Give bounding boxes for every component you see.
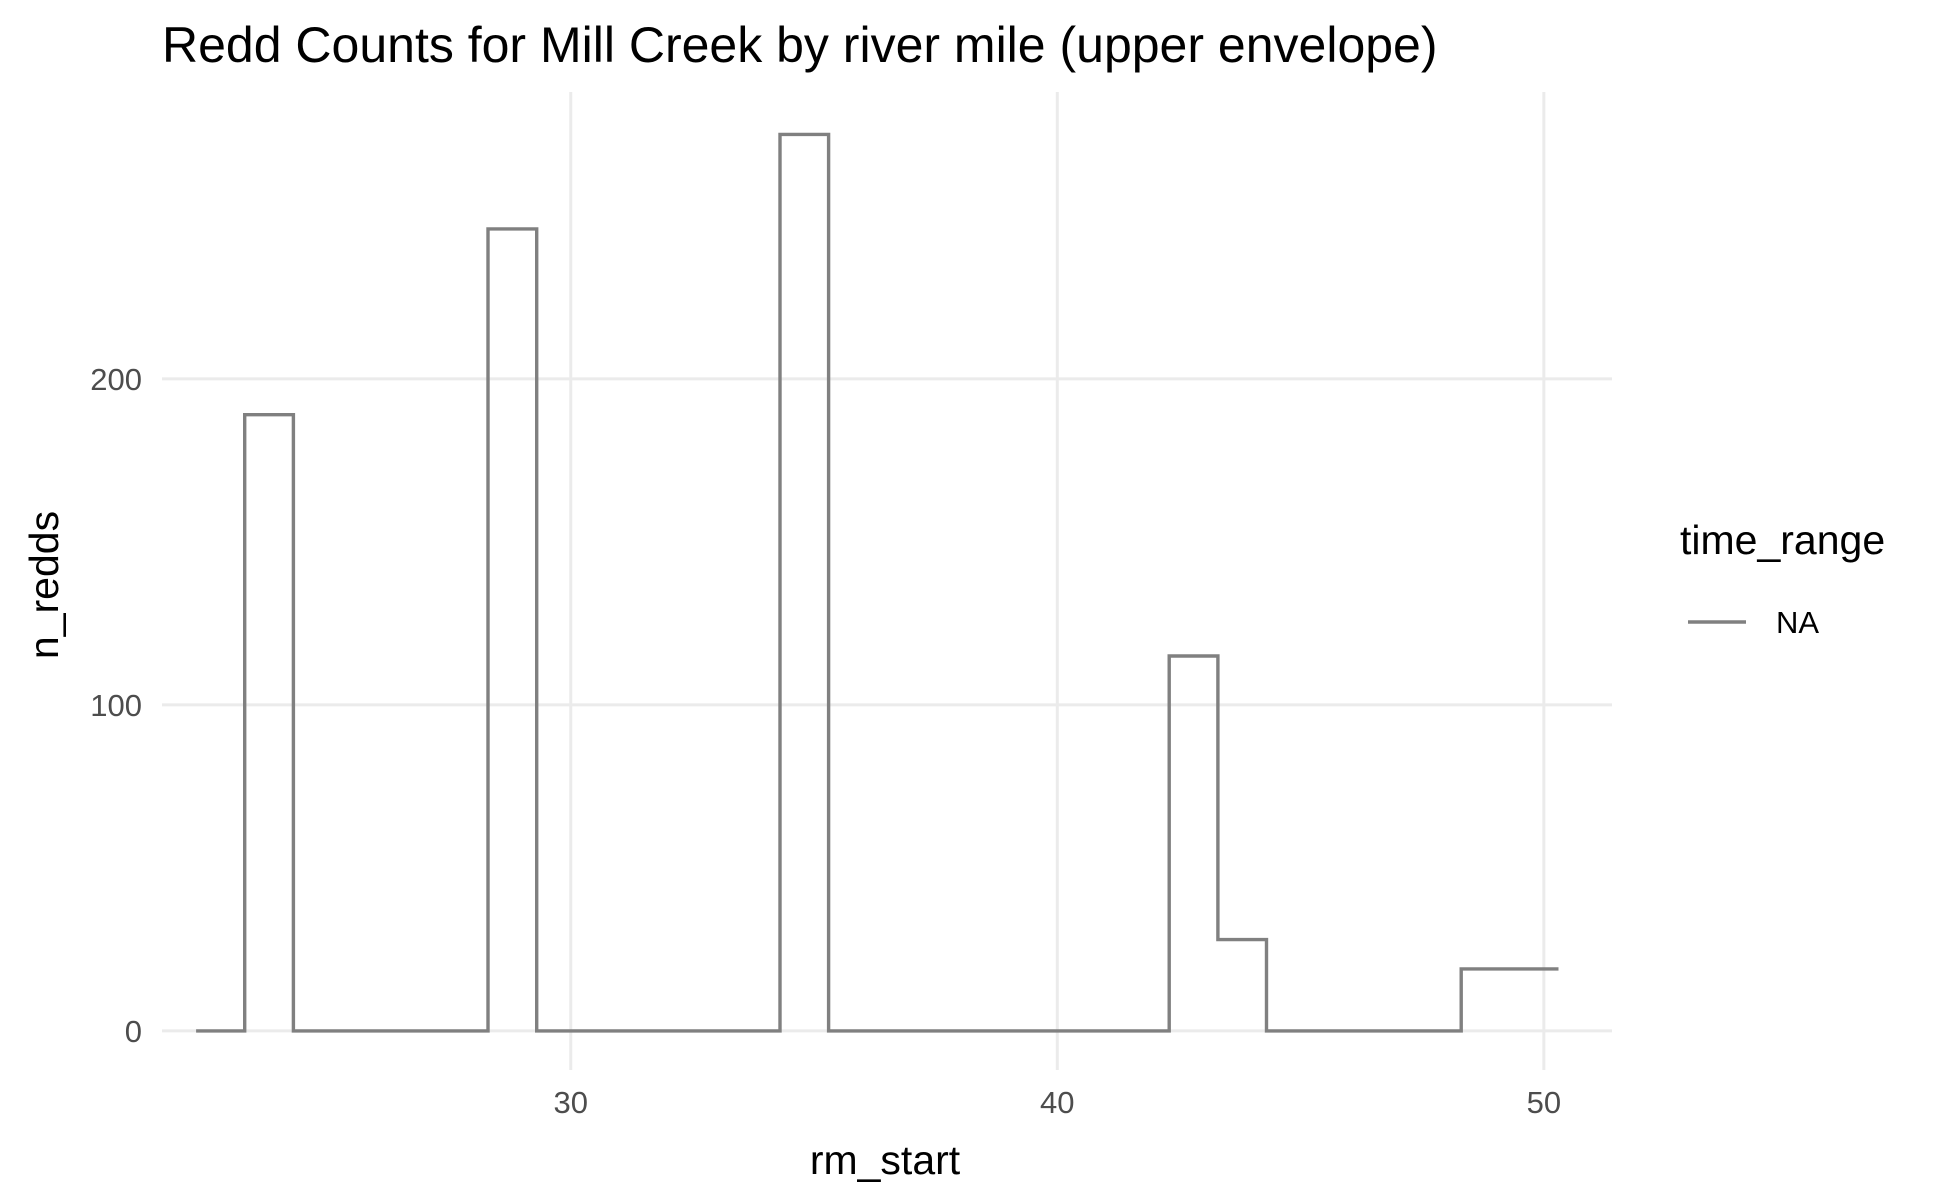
- x-tick-label: 40: [1040, 1085, 1074, 1120]
- legend-entries: NA: [1688, 605, 1819, 640]
- x-tick-label: 30: [553, 1085, 587, 1120]
- chart-title: Redd Counts for Mill Creek by river mile…: [162, 17, 1438, 73]
- legend-label-na: NA: [1776, 605, 1819, 640]
- series-line-na: [196, 132, 1559, 1033]
- y-tick-label: 0: [125, 1014, 142, 1049]
- x-axis-title: rm_start: [810, 1137, 961, 1183]
- legend-title: time_range: [1680, 517, 1885, 563]
- y-tick-label: 200: [90, 362, 142, 397]
- legend: time_range NA: [1680, 517, 1885, 640]
- y-axis-title: n_redds: [21, 511, 67, 659]
- y-axis-ticks: 0 100 200: [90, 362, 142, 1049]
- plot-series: [196, 132, 1559, 1033]
- x-tick-label: 50: [1527, 1085, 1561, 1120]
- y-tick-label: 100: [90, 688, 142, 723]
- x-axis-ticks: 30 40 50: [553, 1085, 1561, 1120]
